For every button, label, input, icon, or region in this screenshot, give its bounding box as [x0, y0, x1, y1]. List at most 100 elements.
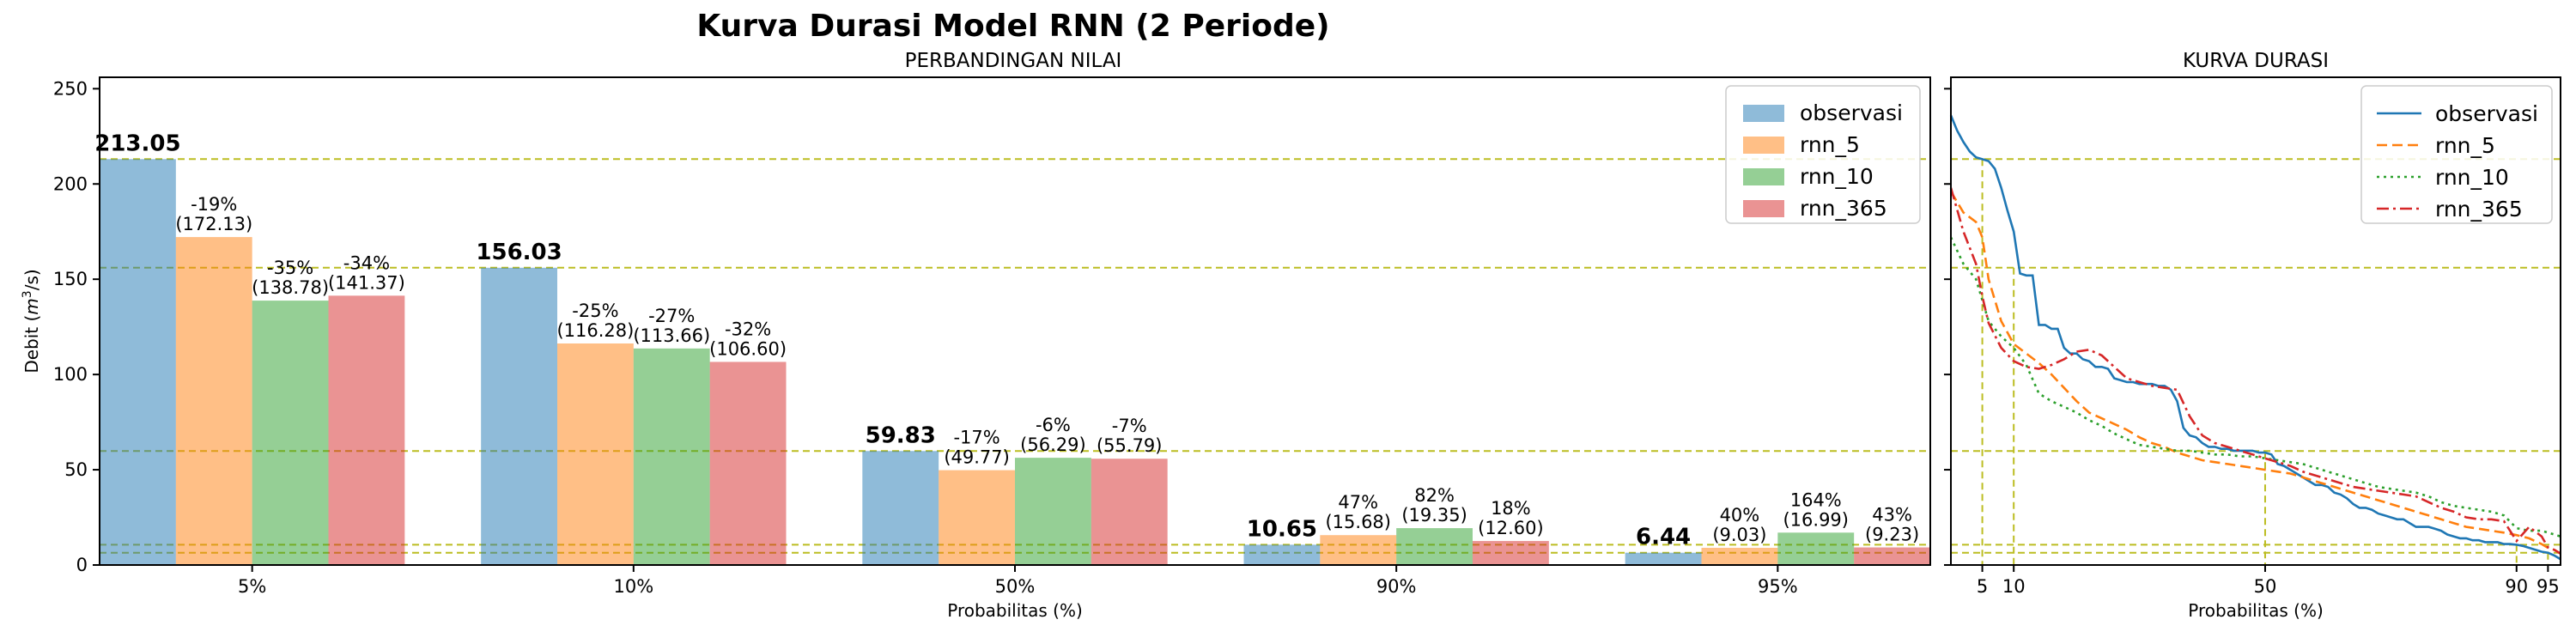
- data-label: (141.37): [328, 272, 405, 293]
- data-label: -25%: [572, 301, 618, 321]
- bar-chart-panel: PERBANDINGAN NILAI 213.05 156.03 59.83 10.6…: [21, 50, 1931, 621]
- x-tick-label: 5: [1977, 576, 1988, 597]
- data-label: -17%: [953, 428, 999, 448]
- data-label: 47%: [1338, 492, 1378, 513]
- bar-rnn-5: [939, 470, 1015, 565]
- line-x-axis-label: Probabilitas (%): [2188, 600, 2324, 621]
- bar-observasi: [1243, 544, 1321, 565]
- legend-label: rnn_10: [1800, 164, 1874, 189]
- curve-observasi: [1949, 114, 2561, 561]
- legend-label: rnn_10: [2435, 165, 2509, 190]
- data-label: 156.03: [476, 240, 562, 265]
- legend-swatch: [1743, 105, 1784, 122]
- bar-plot-frame: [99, 76, 1931, 566]
- y-tick-label: 150: [53, 269, 88, 289]
- bar-rnn-10: [252, 301, 329, 565]
- data-label: 164%: [1790, 489, 1842, 510]
- x-tick-label: 5%: [238, 576, 266, 597]
- data-label: (16.99): [1783, 509, 1849, 530]
- legend-label: rnn_365: [2435, 197, 2523, 222]
- bar-rnn-10: [1777, 532, 1855, 565]
- legend-label: rnn_365: [1800, 196, 1887, 221]
- data-label: (12.60): [1478, 518, 1544, 538]
- data-label: (9.23): [1865, 525, 1919, 545]
- x-tick-label: 90: [2505, 576, 2528, 597]
- bar-observasi: [481, 267, 557, 565]
- data-label: 82%: [1414, 485, 1455, 506]
- data-label: -34%: [343, 252, 390, 273]
- data-label: -32%: [725, 319, 771, 339]
- legend-label: rnn_5: [1800, 132, 1860, 157]
- data-label: (49.77): [944, 447, 1010, 468]
- x-tick-label: 95%: [1758, 576, 1798, 597]
- data-label: 6.44: [1636, 525, 1691, 550]
- curve-rnn-365: [1949, 187, 2561, 555]
- x-tick-label: 10: [2002, 576, 2026, 597]
- bar-rnn-5: [557, 343, 634, 565]
- y-tick-label: 200: [53, 173, 88, 194]
- x-tick-label: 50%: [995, 576, 1036, 597]
- line-plot-frame: [1950, 76, 2561, 566]
- data-label: (55.79): [1097, 435, 1163, 456]
- data-label: 10.65: [1247, 516, 1317, 542]
- curve-rnn-10: [1949, 236, 2561, 538]
- data-label: (172.13): [175, 214, 252, 234]
- bar-observasi: [1625, 552, 1702, 565]
- x-tick-label: 95: [2537, 576, 2560, 597]
- bar-rnn-10: [1396, 528, 1473, 565]
- data-label: -27%: [648, 306, 695, 326]
- data-label: (19.35): [1401, 505, 1467, 526]
- data-label: (113.66): [633, 325, 710, 346]
- line-chart-panel: KURVA DURASI 5 10 50 90 95 Probabilitas (%) …: [1944, 50, 2561, 621]
- bar-rnn-5: [1320, 535, 1397, 565]
- legend-label: observasi: [1800, 100, 1903, 125]
- legend-swatch: [1743, 168, 1784, 185]
- data-label: (106.60): [709, 338, 787, 359]
- curve-rnn-5: [1949, 191, 2561, 555]
- bar-x-axis-label: Probabilitas (%): [947, 600, 1083, 621]
- legend-swatch: [1743, 137, 1784, 154]
- y-tick-label: 250: [53, 78, 88, 99]
- bar-observasi: [862, 451, 939, 565]
- data-label: 18%: [1491, 498, 1531, 519]
- data-label: 213.05: [94, 131, 180, 156]
- data-label: (56.29): [1020, 434, 1086, 455]
- bar-rnn-5: [1701, 547, 1778, 565]
- data-label: (138.78): [252, 277, 329, 298]
- x-tick-label: 10%: [613, 576, 653, 597]
- x-tick-label: 90%: [1376, 576, 1417, 597]
- data-label: 43%: [1872, 505, 1912, 526]
- data-label: -6%: [1036, 415, 1071, 435]
- data-label: -7%: [1112, 416, 1147, 436]
- data-label: (9.03): [1712, 525, 1766, 545]
- bar-rnn-365: [709, 361, 787, 565]
- bar-rnn-10: [633, 348, 710, 565]
- data-label: 59.83: [866, 422, 936, 448]
- bar-chart-title: PERBANDINGAN NILAI: [905, 50, 1122, 72]
- legend-label: rnn_5: [2435, 133, 2495, 158]
- y-axis-label: Debit (m3/s): [21, 269, 42, 373]
- y-tick-label: 0: [76, 555, 88, 575]
- legend-box: [2360, 85, 2553, 224]
- legend-swatch: [1743, 200, 1784, 217]
- line-legend: observasi rnn_5 rnn_10 rnn_365: [2360, 85, 2553, 224]
- y-tick-label: 50: [64, 459, 88, 480]
- x-tick-label: 50: [2254, 576, 2277, 597]
- figure-title: Kurva Durasi Model RNN (2 Periode): [696, 9, 1329, 44]
- data-label: -35%: [267, 258, 313, 278]
- data-label: -19%: [191, 194, 237, 215]
- bar-rnn-365: [328, 295, 405, 565]
- legend-label: observasi: [2435, 101, 2538, 126]
- bar-legend: observasi rnn_5 rnn_10 rnn_365: [1725, 85, 1921, 224]
- data-label: (116.28): [556, 320, 634, 341]
- line-chart-title: KURVA DURASI: [2183, 50, 2329, 72]
- bar-rnn-365: [1473, 541, 1549, 565]
- y-tick-label: 100: [53, 364, 88, 385]
- bar-rnn-365: [1854, 547, 1930, 565]
- bar-observasi: [100, 159, 176, 565]
- data-label: (15.68): [1325, 512, 1391, 532]
- bar-rnn-10: [1015, 458, 1091, 565]
- bar-rnn-5: [175, 237, 252, 565]
- data-label: 40%: [1720, 505, 1760, 526]
